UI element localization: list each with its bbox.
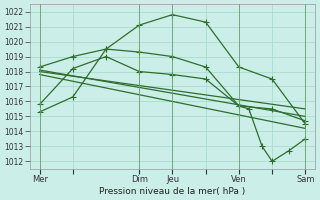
- X-axis label: Pression niveau de la mer( hPa ): Pression niveau de la mer( hPa ): [99, 187, 245, 196]
